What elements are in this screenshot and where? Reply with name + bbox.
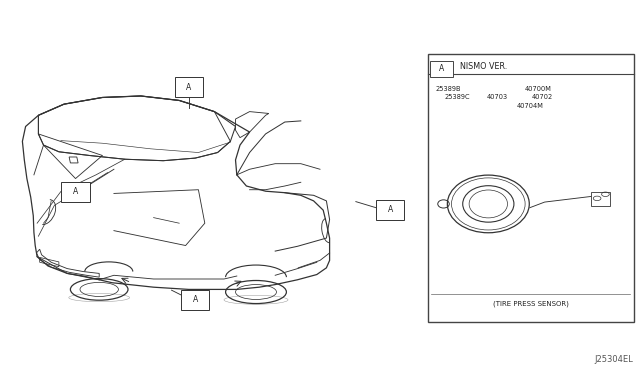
Text: A: A — [388, 205, 393, 214]
Text: (TIRE PRESS SENSOR): (TIRE PRESS SENSOR) — [493, 301, 568, 307]
Text: NISMO VER.: NISMO VER. — [460, 62, 507, 71]
FancyBboxPatch shape — [61, 182, 90, 202]
Text: 25389B: 25389B — [435, 86, 461, 92]
FancyBboxPatch shape — [175, 77, 203, 97]
Bar — [591, 192, 610, 206]
Text: A: A — [193, 295, 198, 304]
Text: J25304EL: J25304EL — [595, 355, 634, 364]
Text: 25389C: 25389C — [445, 94, 470, 100]
Text: A: A — [186, 83, 191, 92]
Text: A: A — [73, 187, 78, 196]
Text: A: A — [439, 64, 444, 73]
Text: 40700M: 40700M — [525, 86, 552, 92]
Text: 40702: 40702 — [531, 94, 552, 100]
Text: 40704M: 40704M — [517, 103, 544, 109]
Bar — [430, 61, 453, 77]
Bar — [428, 54, 634, 322]
FancyBboxPatch shape — [376, 200, 404, 220]
Text: 40703: 40703 — [486, 94, 508, 100]
FancyBboxPatch shape — [181, 290, 209, 310]
